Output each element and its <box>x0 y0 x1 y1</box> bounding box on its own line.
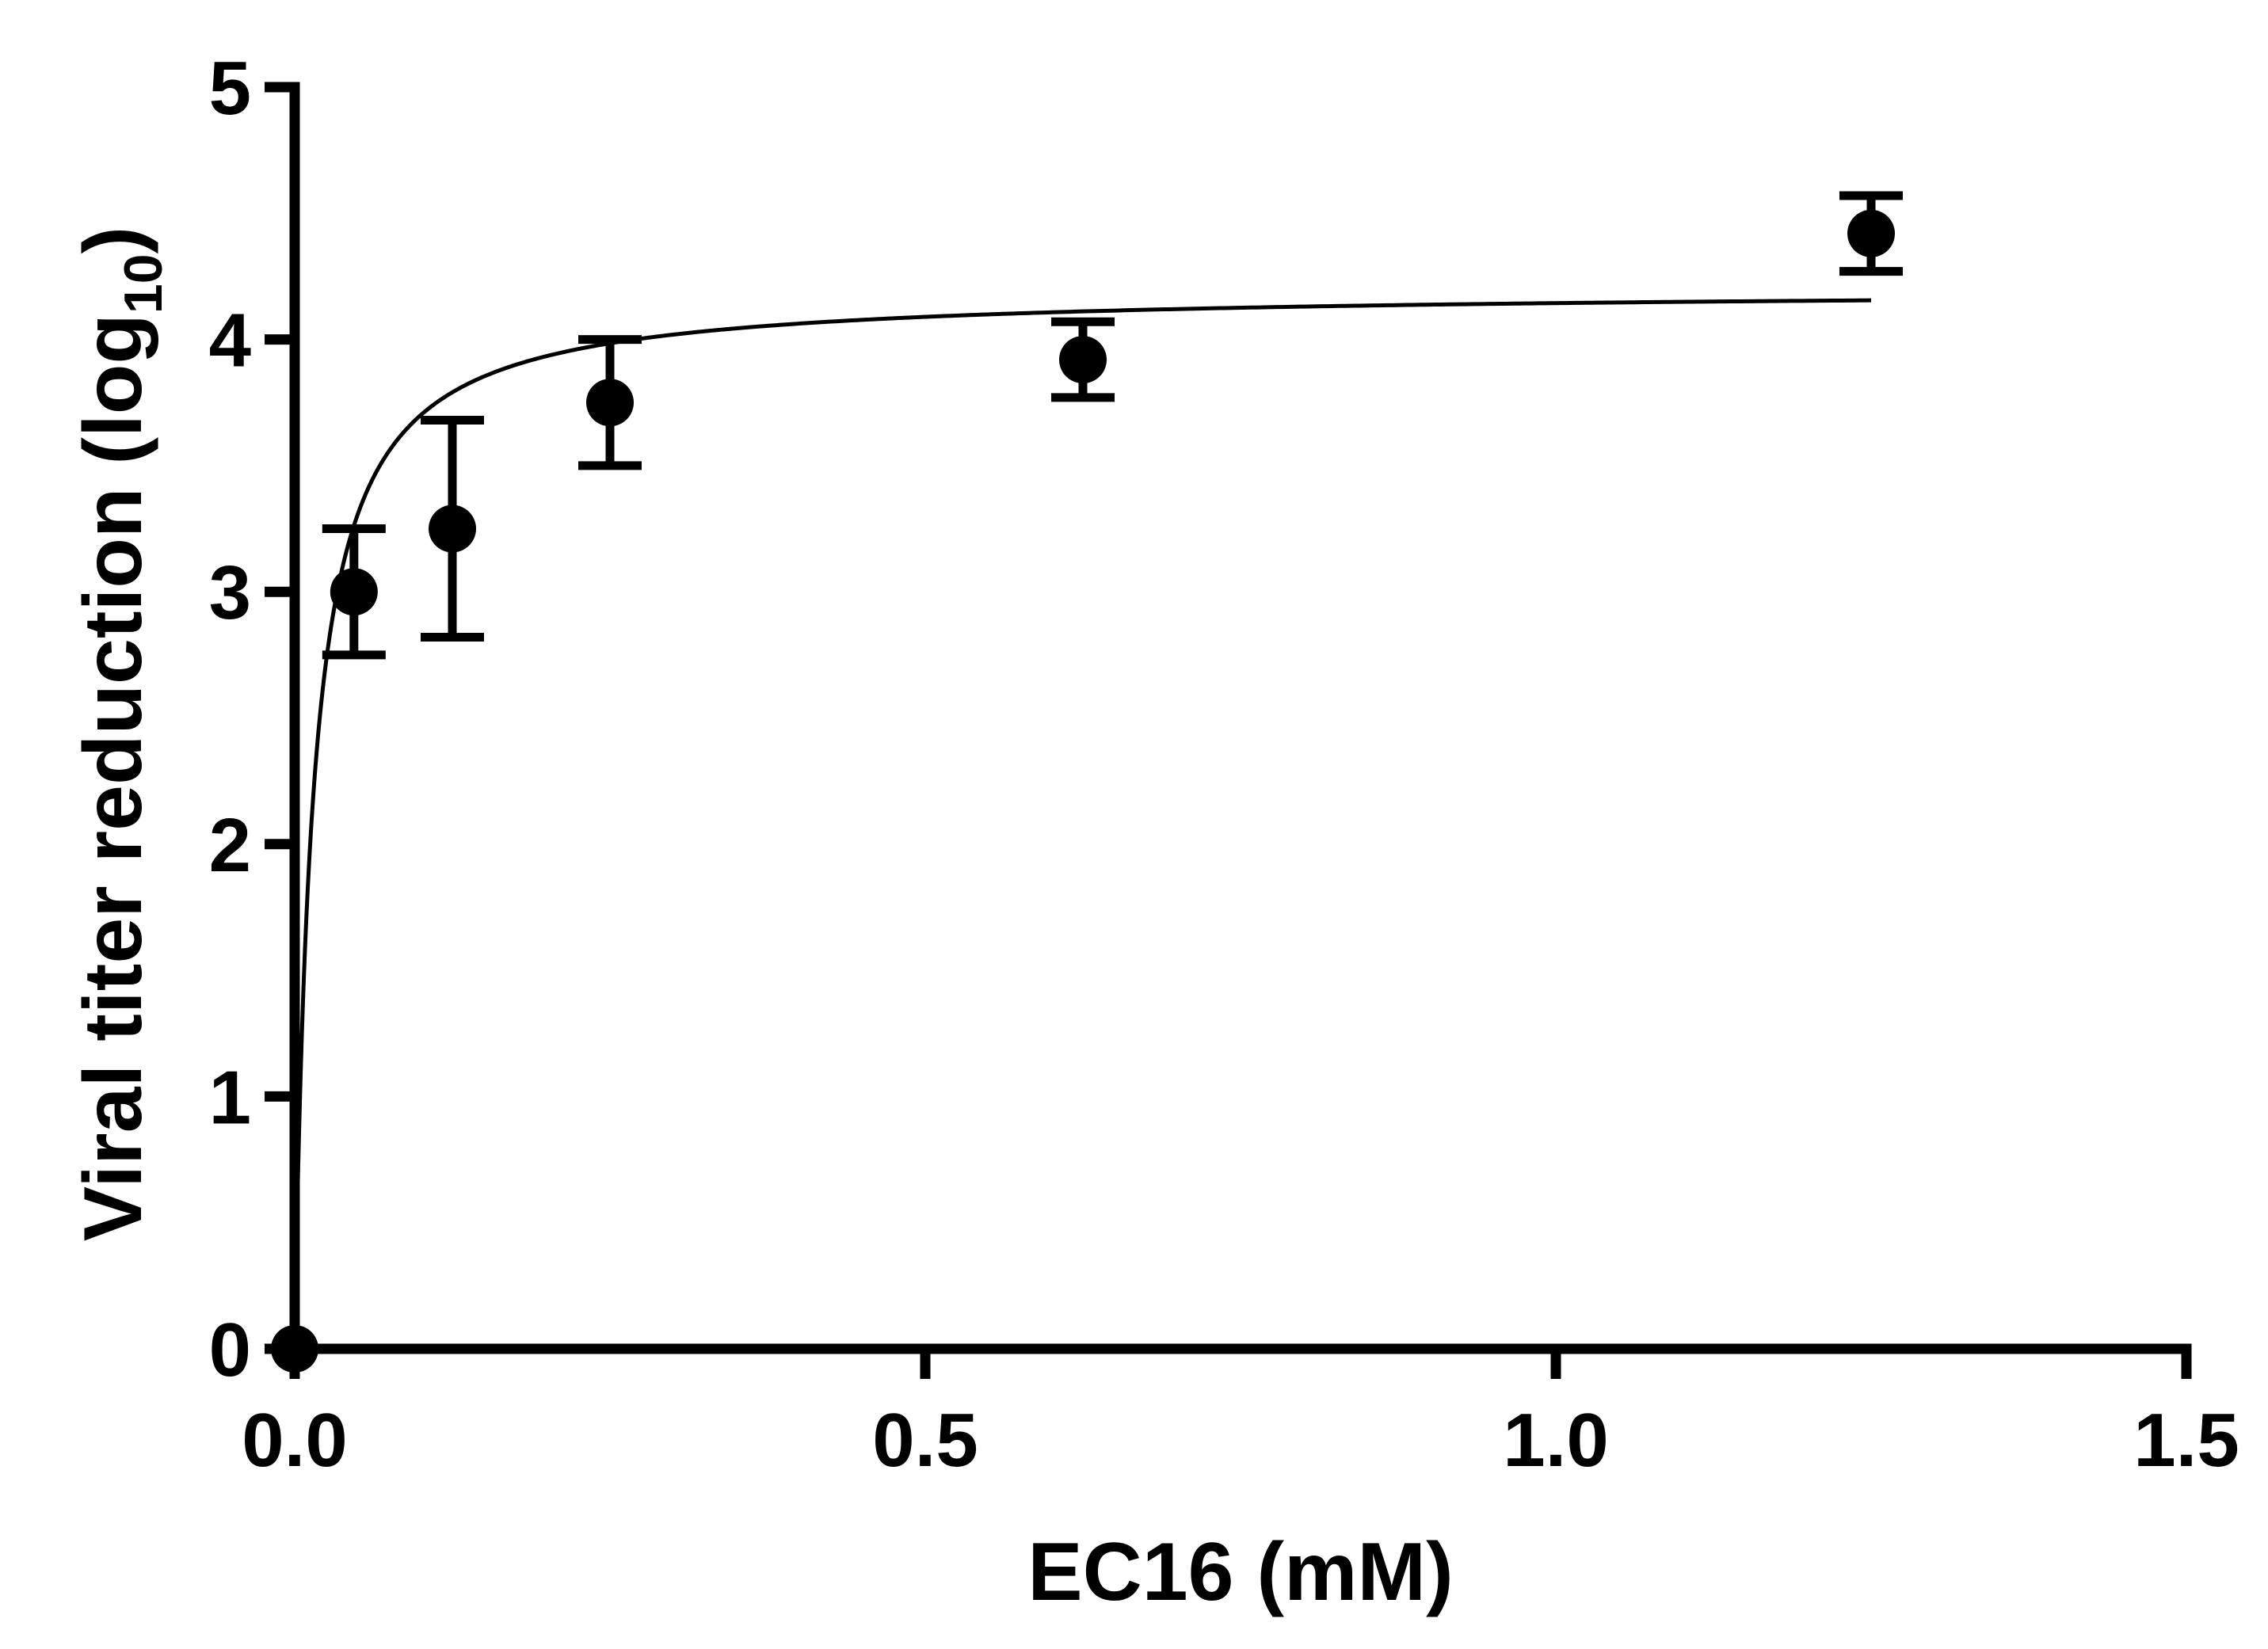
data-point-marker <box>1847 209 1895 257</box>
data-point <box>578 335 642 470</box>
x-tick-label: 0.5 <box>872 1398 978 1483</box>
x-axis-title: EC16 (mM) <box>1027 1526 1453 1618</box>
y-axis-title-main: Viral titer reduction (log <box>67 314 159 1241</box>
data-point <box>1051 317 1115 402</box>
y-tick-label: 5 <box>209 46 251 131</box>
data-point-marker <box>330 568 378 616</box>
data-point-marker <box>271 1325 318 1373</box>
y-ticks: 0 1 2 3 4 5 <box>209 46 295 1392</box>
y-tick-label: 4 <box>209 299 251 383</box>
data-point <box>322 524 386 660</box>
x-tick-label: 1.0 <box>1503 1398 1608 1483</box>
y-tick-label: 0 <box>209 1308 251 1392</box>
y-axis-title-subscript: 10 <box>113 253 173 314</box>
data-point-marker <box>1059 336 1107 384</box>
y-tick-label: 2 <box>209 803 251 888</box>
data-point <box>1839 191 1903 276</box>
y-tick-label: 1 <box>209 1055 251 1140</box>
x-tick-label: 0.0 <box>242 1398 347 1483</box>
y-axis-title-close: ) <box>67 227 159 254</box>
data-point-marker <box>429 505 476 553</box>
y-tick-label: 3 <box>209 550 251 635</box>
x-ticks: 0.0 0.5 1.0 1.5 <box>242 1349 2239 1483</box>
y-axis-title: Viral titer reduction (log10) <box>67 227 173 1241</box>
axes: 0 1 2 3 4 5 0.0 0.5 1.0 1.5 <box>209 46 2239 1483</box>
data-point <box>271 1325 318 1373</box>
data-points <box>271 191 1903 1373</box>
x-tick-label: 1.5 <box>2133 1398 2239 1483</box>
data-point <box>421 416 484 642</box>
data-point-marker <box>586 379 634 427</box>
fit-curve <box>292 298 1872 1349</box>
